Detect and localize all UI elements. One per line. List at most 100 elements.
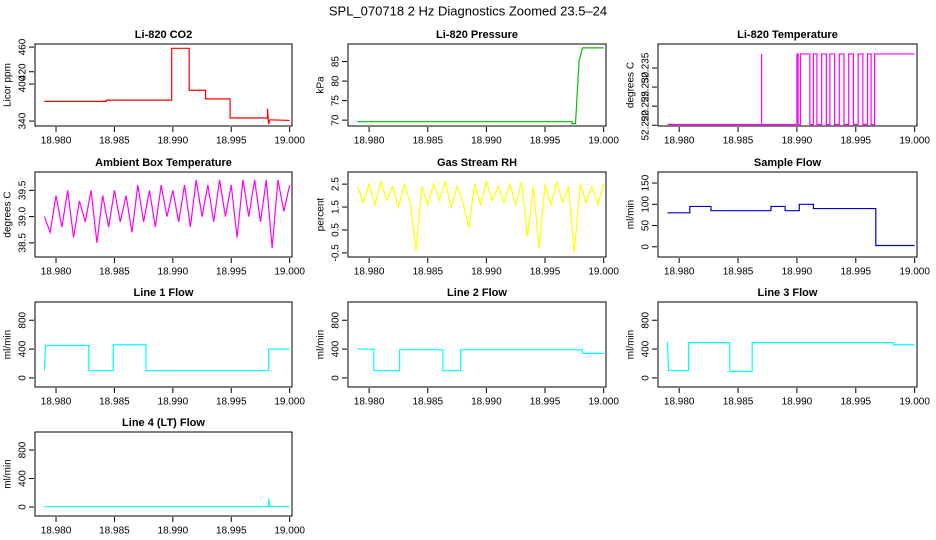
y-tick-label: 75 [331, 95, 342, 107]
y-axis-label: ml/min [626, 200, 637, 229]
y-axis-label: percent [316, 198, 327, 232]
data-line [43, 344, 290, 372]
y-tick-label: 52.235 [641, 52, 652, 83]
x-tick-label: 18.985 [99, 136, 130, 147]
x-tick-label: 18.980 [664, 136, 695, 147]
y-tick-label: 400 [18, 470, 29, 487]
data-line [667, 203, 915, 247]
x-tick-label: 18.985 [99, 526, 130, 537]
y-tick-label: 400 [331, 340, 342, 357]
panel-title: Li-820 Pressure [436, 29, 518, 41]
x-tick-label: 18.980 [354, 397, 385, 408]
plot-frame [347, 43, 607, 127]
y-axis-label: ml/min [316, 330, 327, 359]
y-tick-label: 0 [18, 375, 29, 381]
data-line [356, 179, 605, 253]
x-tick-label: 18.990 [782, 267, 813, 278]
x-tick-label: 19.000 [899, 136, 930, 147]
y-tick-label: 400 [18, 75, 29, 92]
y-tick-label: 85 [331, 56, 342, 68]
x-tick-label: 18.980 [664, 267, 695, 278]
x-tick-label: 18.990 [782, 136, 813, 147]
x-tick-label: 18.995 [530, 397, 561, 408]
y-tick-label: 460 [18, 38, 29, 55]
y-tick-label: 70 [331, 114, 342, 126]
plot-frame [34, 431, 293, 517]
x-tick-label: 18.990 [471, 136, 502, 147]
data-line [44, 47, 290, 125]
x-tick-label: 18.980 [41, 136, 72, 147]
data-line [357, 348, 604, 372]
x-tick-label: 18.995 [530, 267, 561, 278]
x-tick-label: 19.000 [588, 267, 619, 278]
data-line [43, 179, 291, 249]
x-tick-label: 18.980 [354, 136, 385, 147]
y-tick-label: 0.5 [331, 223, 342, 237]
panel-title: Line 3 Flow [758, 287, 818, 299]
panel-title: Li-820 Temperature [737, 29, 838, 41]
y-axis-label: kPa [316, 76, 327, 94]
data-line [357, 47, 604, 125]
y-tick-label: 340 [18, 112, 29, 129]
panel-title: Sample Flow [754, 157, 822, 169]
x-tick-label: 18.995 [530, 136, 561, 147]
x-tick-label: 19.000 [274, 267, 305, 278]
y-tick-label: 100 [641, 196, 652, 213]
x-tick-label: 18.980 [664, 397, 695, 408]
y-tick-label: 38.5 [18, 233, 29, 253]
plot-frame [657, 171, 918, 258]
x-tick-label: 18.990 [158, 267, 189, 278]
plot-frame [347, 171, 607, 258]
y-tick-label: 1.5 [331, 200, 342, 214]
y-axis-label: ml/min [3, 459, 14, 488]
x-tick-label: 18.985 [412, 397, 443, 408]
y-axis-label: degrees C [3, 191, 14, 237]
data-line [666, 341, 915, 373]
plot-frame [34, 301, 293, 388]
y-axis-label: ml/min [626, 330, 637, 359]
y-tick-label: 0 [641, 244, 652, 250]
y-tick-label: 800 [18, 441, 29, 458]
x-tick-label: 18.995 [216, 397, 247, 408]
page-title: SPL_070718 2 Hz Diagnostics Zoomed 23.5–… [329, 3, 607, 18]
x-tick-label: 18.995 [840, 397, 871, 408]
plot-frame [657, 43, 918, 127]
y-tick-label: 150 [641, 174, 652, 191]
panel-title: Line 2 Flow [447, 287, 507, 299]
x-tick-label: 18.980 [41, 397, 72, 408]
panel-title: Gas Stream RH [437, 157, 517, 169]
y-tick-label: 800 [641, 311, 652, 328]
data-line [667, 53, 915, 126]
x-tick-label: 19.000 [274, 526, 305, 537]
x-tick-label: 18.985 [723, 136, 754, 147]
y-tick-label: 52.230 [641, 71, 652, 102]
x-tick-label: 19.000 [899, 267, 930, 278]
y-tick-label: 800 [18, 311, 29, 328]
plot-frame [347, 301, 607, 388]
x-tick-label: 18.980 [41, 526, 72, 537]
x-tick-label: 18.980 [41, 267, 72, 278]
y-tick-label: 800 [331, 311, 342, 328]
panel-title: Line 1 Flow [134, 287, 194, 299]
y-tick-label: 50 [641, 220, 652, 232]
y-tick-label: 2.5 [331, 177, 342, 191]
x-tick-label: 18.985 [99, 397, 130, 408]
y-tick-label: 52.220 [641, 110, 652, 141]
plot-frame [34, 43, 293, 127]
panel-title: Line 4 (LT) Flow [122, 417, 205, 429]
y-tick-label: 420 [18, 63, 29, 80]
x-tick-label: 18.990 [158, 136, 189, 147]
x-tick-label: 18.985 [723, 267, 754, 278]
plot-frame [34, 171, 293, 258]
x-tick-label: 18.995 [216, 136, 247, 147]
x-tick-label: 18.985 [412, 136, 443, 147]
x-tick-label: 18.990 [471, 397, 502, 408]
x-tick-label: 18.995 [840, 136, 871, 147]
y-tick-label: 39.5 [18, 180, 29, 200]
y-tick-label: 0 [331, 375, 342, 381]
x-tick-label: 18.995 [216, 526, 247, 537]
x-tick-label: 19.000 [588, 136, 619, 147]
y-axis-label: ml/min [3, 330, 14, 359]
